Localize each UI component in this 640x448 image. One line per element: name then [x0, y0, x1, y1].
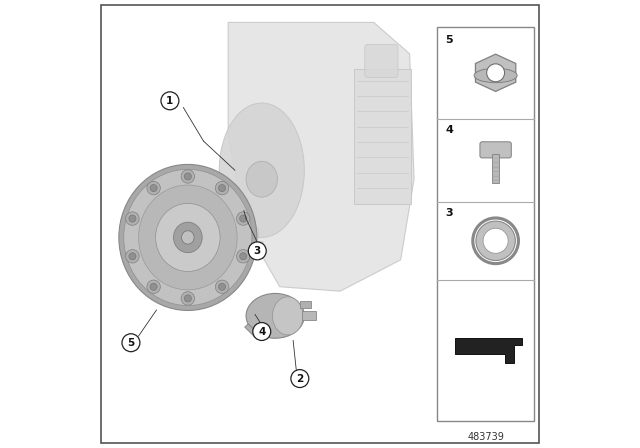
FancyBboxPatch shape [437, 27, 534, 421]
Ellipse shape [246, 161, 278, 197]
Circle shape [291, 370, 309, 388]
Ellipse shape [139, 185, 237, 290]
Circle shape [486, 64, 504, 82]
Ellipse shape [218, 283, 226, 290]
Circle shape [122, 334, 140, 352]
FancyBboxPatch shape [101, 5, 539, 443]
Ellipse shape [124, 169, 252, 306]
Text: 5: 5 [127, 338, 134, 348]
Circle shape [253, 323, 271, 340]
Ellipse shape [182, 231, 194, 244]
Circle shape [483, 228, 508, 254]
Circle shape [248, 242, 266, 260]
Ellipse shape [239, 253, 247, 260]
Ellipse shape [150, 283, 157, 290]
Ellipse shape [119, 164, 257, 310]
FancyBboxPatch shape [353, 69, 411, 204]
FancyBboxPatch shape [300, 301, 311, 308]
Text: 4: 4 [445, 125, 453, 135]
FancyBboxPatch shape [247, 241, 263, 252]
Ellipse shape [218, 185, 226, 192]
FancyBboxPatch shape [480, 142, 511, 158]
Ellipse shape [246, 293, 305, 338]
Ellipse shape [125, 250, 139, 263]
Ellipse shape [129, 253, 136, 260]
Ellipse shape [173, 222, 202, 253]
FancyBboxPatch shape [302, 311, 316, 320]
Ellipse shape [237, 250, 250, 263]
Ellipse shape [215, 280, 228, 293]
Ellipse shape [147, 181, 161, 195]
Ellipse shape [125, 212, 139, 225]
Text: 4: 4 [258, 327, 266, 336]
Ellipse shape [129, 215, 136, 222]
Ellipse shape [184, 173, 191, 180]
Ellipse shape [237, 212, 250, 225]
Text: 1: 1 [166, 96, 173, 106]
Ellipse shape [147, 280, 161, 293]
Text: 3: 3 [253, 246, 261, 256]
Ellipse shape [156, 203, 220, 271]
Ellipse shape [219, 103, 305, 237]
Ellipse shape [184, 295, 191, 302]
Polygon shape [455, 338, 522, 363]
Text: 483739: 483739 [467, 432, 504, 442]
Ellipse shape [239, 215, 247, 222]
Polygon shape [244, 324, 267, 338]
Ellipse shape [215, 181, 228, 195]
Text: 3: 3 [445, 208, 453, 218]
Text: 2: 2 [296, 374, 303, 383]
Ellipse shape [474, 69, 517, 83]
Text: 5: 5 [445, 35, 453, 45]
Circle shape [161, 92, 179, 110]
FancyBboxPatch shape [492, 154, 499, 183]
Polygon shape [476, 54, 516, 91]
Ellipse shape [150, 185, 157, 192]
Ellipse shape [181, 292, 195, 305]
Ellipse shape [181, 170, 195, 183]
Ellipse shape [273, 297, 303, 335]
FancyBboxPatch shape [243, 228, 259, 239]
Polygon shape [228, 22, 414, 291]
FancyBboxPatch shape [365, 44, 398, 78]
Circle shape [476, 221, 515, 260]
